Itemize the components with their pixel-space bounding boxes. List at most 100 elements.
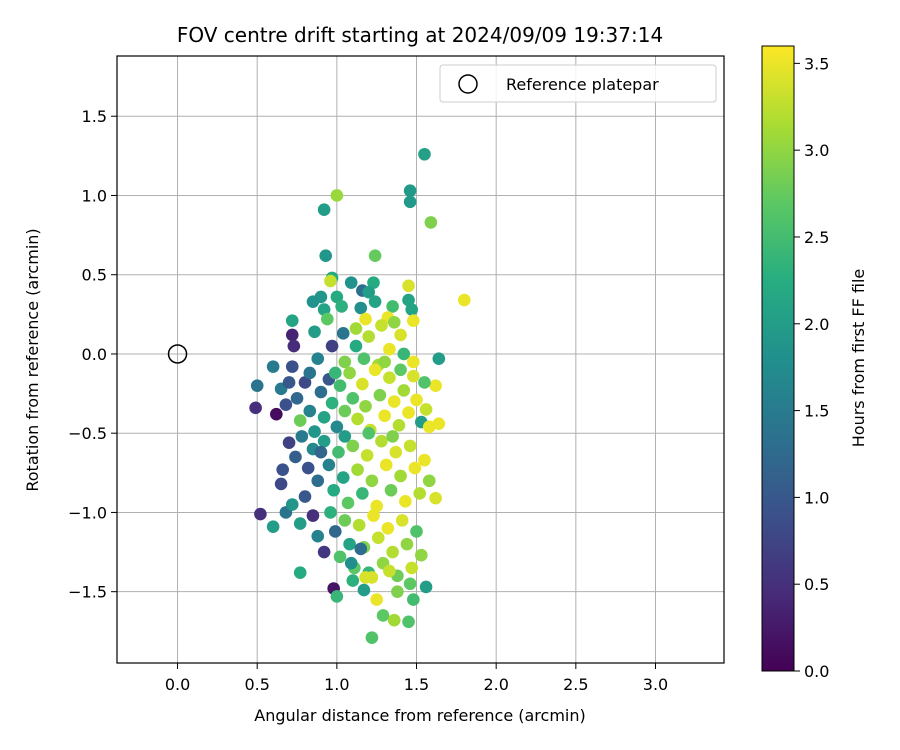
colorbar-tick-label: 1.5 [804,402,829,421]
data-point [400,537,414,551]
data-point [344,276,358,289]
data-point [359,312,372,326]
y-axis-ticks: −1.5 −1.0 −0.5 0.0 0.5 1.0 1.5 [68,107,117,602]
data-point [295,430,309,443]
data-point [285,314,299,327]
data-point [344,556,358,570]
data-point [402,279,415,293]
data-point [410,393,423,407]
data-point [335,300,348,313]
x-tick-label: 0.0 [165,675,190,694]
data-point [282,376,296,389]
data-point [254,507,267,521]
colorbar-tick-label: 1.0 [804,488,829,507]
data-point [293,517,307,530]
data-point [386,300,399,313]
data-point [336,471,350,484]
data-point [330,590,344,603]
data-point [343,537,356,551]
data-point [407,593,420,606]
data-point [290,392,304,405]
data-point [367,276,380,289]
data-point [298,376,312,389]
data-point [293,414,307,427]
colorbar-tick-label: 0.5 [804,575,829,594]
data-point [314,385,328,399]
data-point [422,420,436,434]
data-point [333,550,347,564]
data-point [378,409,391,423]
data-point [285,498,299,511]
y-tick-label: 1.5 [82,107,107,126]
colorbar-ticks: 0.0 0.5 1.0 1.5 2.0 2.5 3.0 3.5 [794,54,829,681]
data-point [308,425,321,438]
data-point [368,295,382,308]
data-point [365,474,379,488]
data-point [352,518,366,532]
data-point [346,439,360,453]
data-point [287,339,301,353]
data-point [314,445,328,459]
grid [117,56,724,663]
x-axis-label: Angular distance from reference (arcmin) [254,706,585,725]
data-point [308,325,321,339]
data-point [341,496,355,510]
data-point [387,613,401,627]
data-point [354,301,368,315]
data-point [405,303,419,316]
data-point [357,583,371,597]
data-point [333,379,347,392]
data-point [338,514,352,527]
data-point [328,366,342,380]
data-point [303,404,317,418]
data-point [285,328,299,342]
data-point [375,434,388,448]
colorbar-tick-label: 3.0 [804,141,829,160]
data-point [270,407,283,421]
data-point [346,392,360,405]
data-point [379,458,393,472]
x-tick-label: 0.5 [244,675,269,694]
data-point [266,520,280,534]
data-point [387,315,401,329]
data-point [418,147,431,161]
data-point [419,403,433,416]
data-point [397,384,411,397]
data-point [403,184,417,198]
data-point [356,377,369,391]
data-point [346,574,360,587]
data-point [383,564,396,578]
data-point [402,293,415,307]
data-point [410,525,423,538]
data-point [381,521,395,535]
data-point [418,453,431,467]
data-point [354,542,368,556]
data-point [397,347,411,361]
data-point [320,312,334,326]
data-point [394,363,407,377]
data-point [360,449,374,462]
x-tick-label: 1.0 [324,675,349,694]
data-point [413,487,427,500]
data-point [249,401,262,415]
data-point [311,529,325,543]
data-point [408,461,422,475]
data-point [395,514,409,527]
x-axis-ticks: 0.0 0.5 1.0 1.5 2.0 2.5 3.0 [165,663,668,694]
data-point [319,249,333,262]
data-point [306,295,320,308]
reference-platepar-marker [167,344,188,364]
plot-frame [116,55,725,664]
colorbar-label: Hours from first FF file [849,269,868,448]
data-point [266,360,280,373]
data-point [386,545,399,559]
data-point [336,327,350,340]
data-point [317,434,331,448]
data-point [289,450,302,464]
data-point [373,388,387,402]
data-point [301,461,315,475]
x-tick-label: 2.5 [563,675,588,694]
data-point [276,463,289,476]
data-point [359,399,372,413]
data-point [407,355,420,369]
